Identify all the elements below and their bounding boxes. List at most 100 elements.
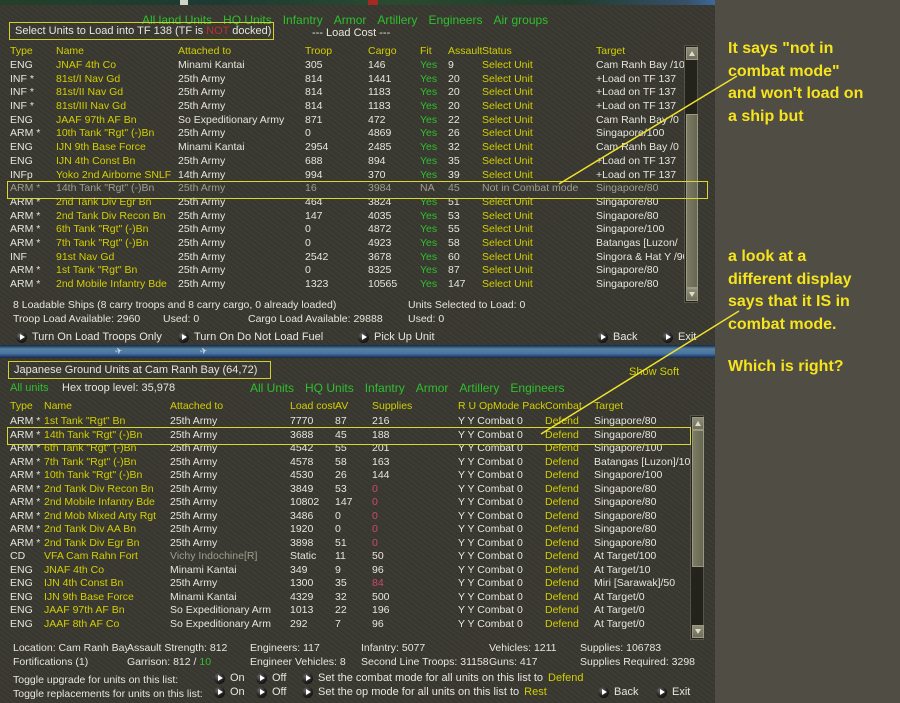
cell-status[interactable]: Select Unit xyxy=(482,278,533,290)
exit-button[interactable]: Exit xyxy=(656,686,690,698)
cell-status[interactable]: Select Unit xyxy=(482,113,533,126)
filter-armor[interactable]: Armor xyxy=(415,381,449,395)
filter-air-groups[interactable]: Air groups xyxy=(493,13,549,27)
exit-button[interactable]: Exit xyxy=(662,331,696,343)
cell-combat[interactable]: Defend xyxy=(545,577,579,589)
filter-hq-units[interactable]: HQ Units xyxy=(223,13,272,27)
pick-up-unit-button[interactable]: Pick Up Unit xyxy=(358,331,435,343)
cell-attached: 25th Army xyxy=(170,496,218,508)
cell-supplies: 500 xyxy=(372,590,390,603)
unit-row: ARM * 2nd Mob Mixed Arty Rgt 25th Army 3486… xyxy=(0,510,705,524)
unit-row: ARM * 2nd Mobile Infantry Bde 25th Army 132… xyxy=(0,278,705,292)
upgrade-on-button[interactable]: On xyxy=(214,672,245,684)
cell-supplies: 0 xyxy=(372,523,378,535)
cell-attached: Vichy Indochine[R] xyxy=(170,550,258,562)
filter-hq-units[interactable]: HQ Units xyxy=(305,381,354,395)
cell-status[interactable]: Select Unit xyxy=(482,59,533,71)
cell-status[interactable]: Select Unit xyxy=(482,86,533,99)
cell-combat[interactable]: Defend xyxy=(545,509,579,522)
cell-combat[interactable]: Defend xyxy=(545,550,579,562)
filter-engineers[interactable]: Engineers xyxy=(428,13,483,27)
filter-engineers[interactable]: Engineers xyxy=(510,381,565,395)
cell-status[interactable]: Select Unit xyxy=(482,250,533,263)
cell-troop: 994 xyxy=(305,168,323,181)
unit-row: INF * 81st/II Nav Gd 25th Army 814 1183 Yes 20… xyxy=(0,86,705,100)
cell-combat[interactable]: Defend xyxy=(545,469,579,481)
cell-combat[interactable]: Defend xyxy=(545,496,579,508)
filter-infantry[interactable]: Infantry xyxy=(282,13,323,27)
cell-status[interactable]: Select Unit xyxy=(482,100,533,113)
cell-combat[interactable]: Defend xyxy=(545,536,579,549)
filter-all-land-units[interactable]: All land Units xyxy=(142,13,213,27)
cell-status[interactable]: Select Unit xyxy=(482,168,533,181)
filter-armor[interactable]: Armor xyxy=(333,13,367,27)
cell-supplies: 163 xyxy=(372,455,390,468)
cell-assault: 39 xyxy=(448,168,460,181)
cell-name: 2nd Tank Div AA Bn xyxy=(44,523,137,535)
filter-artillery[interactable]: Artillery xyxy=(377,13,418,27)
cell-status[interactable]: Select Unit xyxy=(482,264,533,277)
bottom-scrollbar[interactable] xyxy=(690,415,704,640)
replacements-on-button[interactable]: On xyxy=(214,686,245,698)
top-scrollbar[interactable] xyxy=(684,45,698,303)
cell-supplies: 50 xyxy=(372,550,384,562)
scroll-down-button[interactable] xyxy=(692,625,704,638)
cell-combat[interactable]: Defend xyxy=(545,482,579,495)
cell-type: ARM * xyxy=(10,469,41,481)
cell-status[interactable]: Select Unit xyxy=(482,236,533,249)
do-not-load-fuel-button[interactable]: Turn On Do Not Load Fuel xyxy=(178,331,323,343)
cell-combat[interactable]: Defend xyxy=(545,590,579,603)
unit-row: ARM * 6th Tank "Rgt" (-)Bn 25th Army 4542 55… xyxy=(0,442,705,456)
col-target: Target xyxy=(594,400,624,412)
cell-opmode: Y Y Combat 0 xyxy=(458,563,523,576)
stat-second-line-troops: Second Line Troops: 31158 xyxy=(361,656,489,668)
load-troops-only-button[interactable]: Turn On Load Troops Only xyxy=(16,331,162,343)
back-button[interactable]: Back xyxy=(598,686,638,698)
stat-guns: Guns: 417 xyxy=(489,656,538,668)
cell-opmode: Y Y Combat 0 xyxy=(458,482,523,495)
col-load-cost: Load cost xyxy=(290,400,335,412)
filter-artillery[interactable]: Artillery xyxy=(459,381,500,395)
cell-combat[interactable]: Defend xyxy=(545,604,579,616)
cell-type: ARM * xyxy=(10,482,41,495)
cell-status[interactable]: Select Unit xyxy=(482,223,533,236)
cell-name: 1st Tank "Rgt" Bn xyxy=(56,264,138,277)
all-units-link[interactable]: All units xyxy=(10,382,49,394)
back-button[interactable]: Back xyxy=(597,331,637,343)
cell-type: ENG xyxy=(10,59,33,71)
cell-target: At Target/100 xyxy=(594,550,657,562)
cell-troop: 147 xyxy=(305,209,323,222)
scroll-down-button[interactable] xyxy=(686,288,698,301)
cell-type: ARM * xyxy=(10,509,41,522)
cell-combat[interactable]: Defend xyxy=(545,442,579,454)
cell-combat[interactable]: Defend xyxy=(545,563,579,576)
unit-row: ENG IJN 4th Const Bn 25th Army 1300 35 84 Y Y … xyxy=(0,577,705,591)
show-soft-link[interactable]: Show Soft xyxy=(629,366,680,378)
cell-status[interactable]: Select Unit xyxy=(482,141,533,154)
col-troop: Troop xyxy=(305,45,333,57)
filter-all-units[interactable]: All Units xyxy=(250,381,295,395)
cell-cargo: 4869 xyxy=(368,127,392,140)
scroll-up-button[interactable] xyxy=(692,417,704,430)
cell-assault: 9 xyxy=(448,59,454,71)
set-combat-mode-button[interactable]: Set the combat mode for all units on thi… xyxy=(302,672,584,684)
cell-name: 2nd Tank Div Recon Bn xyxy=(56,209,166,222)
replacements-off-button[interactable]: Off xyxy=(256,686,286,698)
cell-status[interactable]: Select Unit xyxy=(482,72,533,85)
filter-infantry[interactable]: Infantry xyxy=(364,381,405,395)
cell-status[interactable]: Select Unit xyxy=(482,154,533,167)
cell-fit: Yes xyxy=(420,72,438,85)
upgrade-off-button[interactable]: Off xyxy=(256,672,286,684)
scroll-up-button[interactable] xyxy=(686,47,698,60)
cell-av: 45 xyxy=(335,428,347,441)
cell-combat[interactable]: Defend xyxy=(545,617,579,630)
cell-status[interactable]: Select Unit xyxy=(482,209,533,222)
cell-supplies: 0 xyxy=(372,482,378,495)
cell-combat[interactable]: Defend xyxy=(545,523,579,535)
set-op-mode-button[interactable]: Set the op mode for all units on this li… xyxy=(302,686,547,698)
scroll-thumb[interactable] xyxy=(692,430,704,567)
scroll-thumb[interactable] xyxy=(686,114,698,288)
cell-status[interactable]: Select Unit xyxy=(482,127,533,140)
cell-combat[interactable]: Defend xyxy=(545,455,579,468)
title-text: Japanese Ground Units at Cam Ranh Bay (6… xyxy=(14,364,258,376)
